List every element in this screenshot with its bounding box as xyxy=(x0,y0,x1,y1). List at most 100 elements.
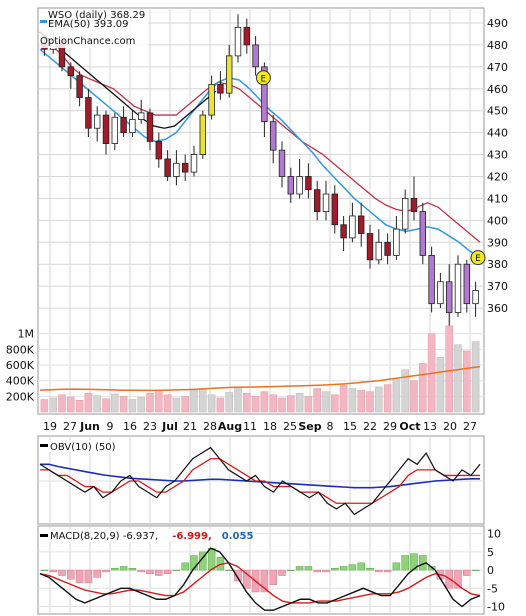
x-tick-label: Sep xyxy=(298,420,321,433)
macd-histogram-bar xyxy=(339,566,348,571)
volume-bar xyxy=(269,394,277,413)
x-tick-label: 16 xyxy=(123,420,137,433)
candle-body xyxy=(331,193,339,226)
macd-histogram-bar xyxy=(234,569,242,582)
macd-histogram-bar xyxy=(313,569,321,573)
candle-body xyxy=(410,198,418,212)
volume-bar xyxy=(436,356,445,413)
legend-obv: OBV(10) (50) xyxy=(50,442,116,453)
volume-bar xyxy=(287,395,295,413)
candle-body xyxy=(349,215,356,239)
x-tick-label: 8 xyxy=(327,420,334,433)
macd-histogram-bar xyxy=(67,569,75,580)
x-tick-label: 9 xyxy=(107,420,114,433)
macd-tick-label: 5 xyxy=(487,546,494,559)
volume-bar xyxy=(357,389,365,413)
macd-tick-label: 10 xyxy=(487,528,501,541)
macd-histogram-bar xyxy=(225,569,233,571)
volume-bar xyxy=(40,399,49,413)
macd-histogram-bar xyxy=(58,569,66,576)
price-tick-label: 420 xyxy=(487,170,508,183)
x-tick-label: Jun xyxy=(79,420,100,433)
price-tick-label: 470 xyxy=(487,61,508,74)
volume-tick-label: 200K xyxy=(6,390,35,403)
volume-bar xyxy=(366,391,374,413)
candle-body xyxy=(393,228,400,256)
x-tick-label: Aug xyxy=(218,420,242,433)
candle-body xyxy=(164,158,171,177)
macd-histogram-bar xyxy=(75,569,84,584)
x-tick-label: Oct xyxy=(399,420,420,433)
candle-body xyxy=(129,119,136,134)
volume-bar xyxy=(119,396,128,413)
macd-histogram-bar xyxy=(111,568,119,571)
volume-bar xyxy=(410,380,418,413)
price-tick-label: 440 xyxy=(487,127,508,140)
candle-body xyxy=(472,290,479,305)
macd-histogram-bar xyxy=(84,569,93,584)
macd-histogram-bar xyxy=(128,568,137,571)
price-tick-label: 370 xyxy=(487,280,508,293)
volume-bar xyxy=(445,325,453,413)
volume-bar xyxy=(216,397,225,413)
macd-histogram-bar xyxy=(454,569,462,589)
volume-bar xyxy=(234,386,242,413)
macd-histogram-bar xyxy=(102,569,110,573)
volume-bar xyxy=(84,392,93,413)
candle-body xyxy=(111,116,119,144)
candle-body xyxy=(322,193,330,212)
candle-body xyxy=(173,162,180,177)
macd-histogram-bar xyxy=(146,569,154,574)
obv-lines xyxy=(38,446,484,516)
candle-body xyxy=(67,66,75,76)
volume-bar xyxy=(243,392,251,413)
price-tick-label: 450 xyxy=(487,105,508,118)
candle-body xyxy=(85,97,92,129)
volume-bar xyxy=(172,397,181,413)
macd-tick-label: -10 xyxy=(487,601,505,614)
volume-bar xyxy=(454,344,462,413)
volume-bar xyxy=(155,391,163,413)
volume-tick-label: 1M xyxy=(18,328,35,341)
volume-bar xyxy=(383,384,392,413)
volume-bar xyxy=(419,363,427,413)
volume-bar xyxy=(471,341,480,413)
candle-body xyxy=(437,281,444,305)
volume-bar xyxy=(401,369,409,413)
x-tick-label: 13 xyxy=(423,420,437,433)
macd-histogram-bar xyxy=(260,569,269,593)
macd-histogram-bar xyxy=(375,569,383,573)
macd-histogram-bar xyxy=(295,566,304,571)
volume-bar xyxy=(251,396,260,413)
candle-body xyxy=(93,114,101,129)
volume-bar xyxy=(75,400,84,413)
volume-bar xyxy=(111,393,119,413)
volume-bar xyxy=(93,395,101,413)
macd-histogram-bar xyxy=(348,564,357,571)
candle-body xyxy=(76,75,83,98)
price-tick-label: 390 xyxy=(487,236,508,249)
x-tick-label: 27 xyxy=(463,420,477,433)
candle-body xyxy=(146,112,154,142)
macd-histogram-bar xyxy=(93,569,101,578)
candle-body xyxy=(384,241,391,256)
candle-body xyxy=(366,233,374,261)
legend-macd-hist: 0.055 xyxy=(222,531,254,542)
candle-body xyxy=(181,162,189,173)
legend-source: OptionChance.com xyxy=(40,36,135,47)
x-tick-label: 20 xyxy=(443,420,457,433)
x-tick-label: 18 xyxy=(263,420,277,433)
volume-bar xyxy=(137,396,145,413)
volume-bar xyxy=(102,398,110,413)
macd-lines xyxy=(39,547,481,611)
price-tick-label: 380 xyxy=(487,258,508,271)
candle-body xyxy=(278,149,286,177)
macd-histogram-bar xyxy=(463,569,471,576)
volume-tick-label: 600K xyxy=(6,359,35,372)
volume-bar xyxy=(392,378,401,413)
macd-histogram-bar xyxy=(287,569,295,571)
candle-body xyxy=(313,189,321,212)
earnings-markers: EE xyxy=(255,70,486,266)
candle-body xyxy=(120,116,127,134)
macd-histogram-bar xyxy=(331,568,339,571)
